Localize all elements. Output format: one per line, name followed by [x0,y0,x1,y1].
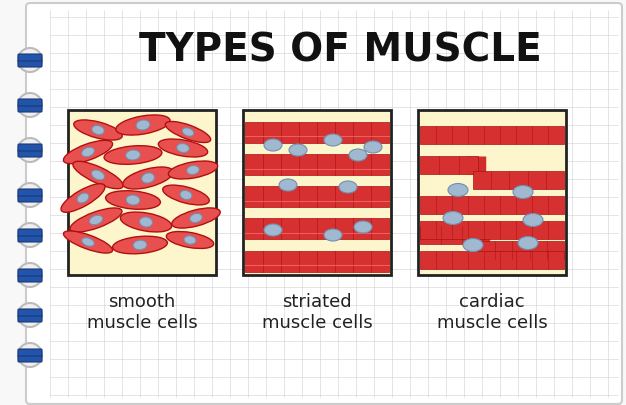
FancyBboxPatch shape [420,196,564,214]
Ellipse shape [172,208,220,228]
Ellipse shape [463,239,483,252]
Ellipse shape [90,215,103,225]
FancyBboxPatch shape [473,171,564,189]
FancyBboxPatch shape [420,226,483,244]
FancyBboxPatch shape [245,186,389,207]
Ellipse shape [184,236,196,244]
FancyBboxPatch shape [420,251,564,269]
Ellipse shape [73,161,123,189]
Ellipse shape [443,211,463,224]
Ellipse shape [523,213,543,226]
FancyBboxPatch shape [18,309,42,316]
Ellipse shape [167,232,213,249]
FancyBboxPatch shape [18,349,42,356]
FancyBboxPatch shape [245,218,389,239]
Ellipse shape [324,134,342,146]
FancyBboxPatch shape [18,144,42,151]
Ellipse shape [168,161,218,179]
FancyBboxPatch shape [245,251,389,271]
FancyBboxPatch shape [18,60,42,67]
Ellipse shape [106,191,160,209]
Circle shape [18,93,42,117]
Circle shape [18,343,42,367]
FancyBboxPatch shape [26,3,622,404]
Ellipse shape [180,190,192,200]
Ellipse shape [136,120,150,130]
Ellipse shape [120,212,172,232]
FancyBboxPatch shape [18,275,42,282]
Ellipse shape [264,224,282,236]
Ellipse shape [177,143,189,152]
Ellipse shape [158,139,208,157]
Ellipse shape [364,141,382,153]
Ellipse shape [354,221,372,233]
FancyBboxPatch shape [245,154,389,175]
FancyBboxPatch shape [420,221,564,239]
FancyBboxPatch shape [18,315,42,322]
FancyBboxPatch shape [418,110,566,275]
Ellipse shape [92,126,104,134]
Text: smooth
muscle cells: smooth muscle cells [86,293,197,332]
FancyBboxPatch shape [245,122,389,143]
Ellipse shape [123,167,173,189]
FancyBboxPatch shape [18,195,42,202]
Circle shape [18,48,42,72]
FancyBboxPatch shape [18,235,42,242]
FancyBboxPatch shape [18,54,42,61]
Ellipse shape [165,122,211,143]
Circle shape [18,183,42,207]
FancyBboxPatch shape [18,99,42,106]
Ellipse shape [116,115,170,135]
Ellipse shape [61,184,105,212]
Ellipse shape [163,185,209,205]
Ellipse shape [141,173,155,183]
FancyBboxPatch shape [18,269,42,276]
Ellipse shape [324,229,342,241]
FancyBboxPatch shape [18,355,42,362]
Ellipse shape [91,170,105,180]
Ellipse shape [513,185,533,198]
Ellipse shape [279,179,297,191]
Ellipse shape [82,147,95,157]
Circle shape [18,138,42,162]
Text: cardiac
muscle cells: cardiac muscle cells [436,293,547,332]
Ellipse shape [133,240,147,250]
Ellipse shape [82,238,95,246]
Circle shape [18,263,42,287]
FancyBboxPatch shape [68,110,216,275]
Ellipse shape [63,231,113,253]
Ellipse shape [104,146,162,164]
FancyBboxPatch shape [18,105,42,112]
Text: TYPES OF MUSCLE: TYPES OF MUSCLE [138,31,541,69]
Ellipse shape [518,237,538,249]
Ellipse shape [140,217,153,227]
Ellipse shape [70,208,122,232]
Ellipse shape [289,144,307,156]
Ellipse shape [264,139,282,151]
Text: striated
muscle cells: striated muscle cells [262,293,372,332]
FancyBboxPatch shape [420,126,564,144]
Ellipse shape [126,150,140,160]
FancyBboxPatch shape [18,189,42,196]
Ellipse shape [448,183,468,196]
FancyBboxPatch shape [18,150,42,157]
Ellipse shape [126,195,140,205]
Ellipse shape [77,193,89,203]
FancyBboxPatch shape [18,229,42,236]
Ellipse shape [349,149,367,161]
Ellipse shape [339,181,357,193]
Ellipse shape [113,236,167,254]
Ellipse shape [190,213,202,222]
FancyBboxPatch shape [478,241,564,259]
Ellipse shape [63,141,113,164]
Ellipse shape [182,128,194,136]
FancyBboxPatch shape [243,110,391,275]
FancyBboxPatch shape [420,156,478,174]
Ellipse shape [74,120,122,140]
Circle shape [18,223,42,247]
Ellipse shape [187,166,199,175]
Circle shape [18,303,42,327]
